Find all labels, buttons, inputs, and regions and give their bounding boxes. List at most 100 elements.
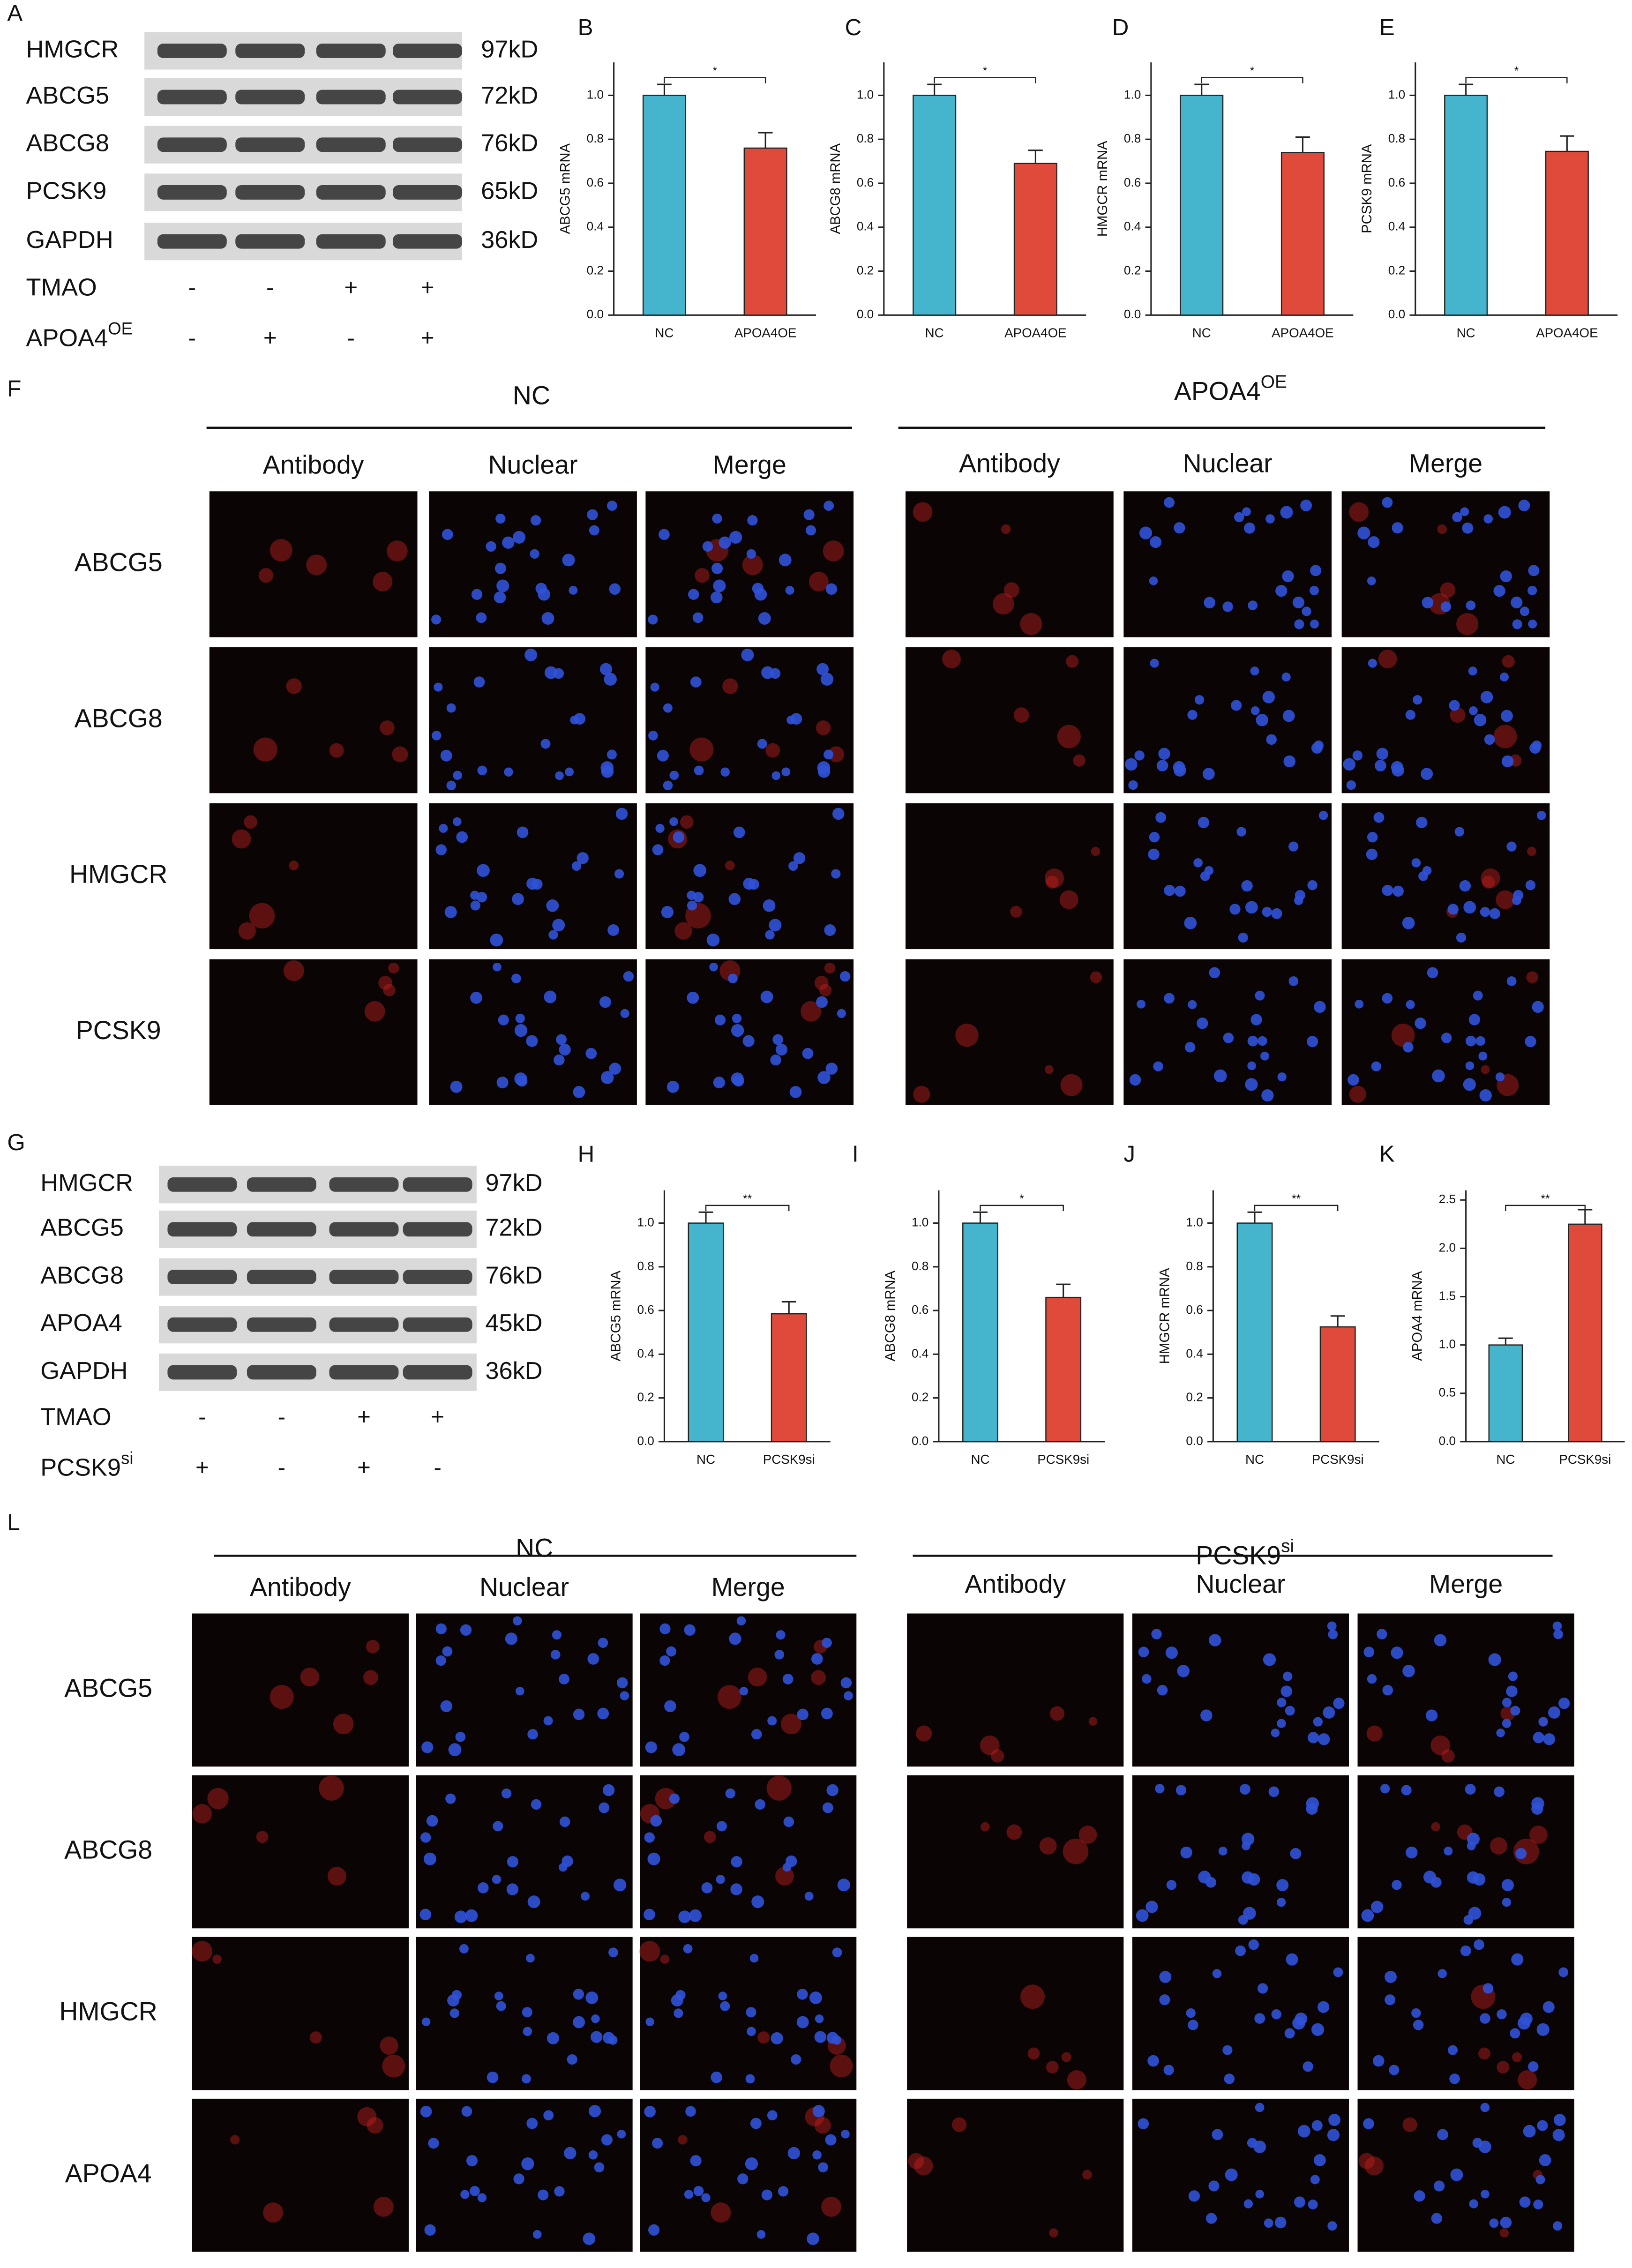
nucleus — [786, 715, 796, 725]
nucleus — [1382, 993, 1393, 1004]
nucleus — [1288, 976, 1299, 986]
blot-protein: HMGCR — [26, 36, 119, 63]
antibody-signal — [816, 720, 831, 735]
antibody-signal — [333, 1714, 354, 1735]
nucleus — [494, 591, 506, 604]
nucleus — [1317, 2001, 1330, 2013]
nucleus — [1392, 764, 1404, 777]
treatment-name: APOA4OE — [26, 319, 133, 352]
nucleus — [1525, 880, 1536, 891]
nucleus — [826, 1784, 838, 1796]
nucleus — [832, 1947, 842, 1958]
antibody-signal — [1001, 524, 1011, 534]
antibody-signal — [819, 984, 832, 996]
antibody-signal — [1482, 876, 1495, 889]
nucleus — [816, 996, 828, 1008]
blot-band — [167, 1177, 237, 1192]
nucleus — [1415, 1018, 1426, 1029]
nucleus — [791, 2054, 801, 2065]
micrograph — [192, 2098, 409, 2252]
blot-band — [316, 234, 386, 249]
nucleus — [541, 612, 554, 625]
nucleus — [540, 739, 551, 749]
antibody-signal — [1057, 725, 1081, 749]
antibody-signal — [908, 2153, 924, 2169]
nucleus — [733, 1075, 744, 1087]
y-axis-label: ABCG8 mRNA — [883, 1271, 898, 1362]
nucleus — [1197, 1018, 1208, 1029]
micrograph — [1357, 1775, 1574, 1929]
nucleus — [501, 1788, 512, 1799]
nucleus — [760, 990, 773, 1003]
nucleus — [1502, 1719, 1512, 1728]
antibody-signal — [256, 1831, 269, 1843]
micrograph-bg — [1357, 1775, 1574, 1929]
antibody-signal — [1013, 707, 1029, 723]
nucleus — [1447, 904, 1459, 915]
nucleus — [446, 780, 457, 791]
nucleus — [1155, 812, 1167, 823]
nucleus — [521, 2074, 531, 2084]
nucleus — [1139, 526, 1153, 539]
nucleus — [797, 1989, 808, 2000]
nucleus — [1310, 2175, 1320, 2185]
nucleus — [1519, 2196, 1531, 2208]
nucleus — [1539, 2154, 1551, 2166]
nucleus — [538, 2189, 549, 2201]
nucleus — [1553, 2114, 1566, 2126]
nucleus — [1401, 1785, 1412, 1796]
nucleus — [1257, 1983, 1268, 1994]
nucleus — [1421, 768, 1433, 780]
nucleus — [556, 1034, 567, 1045]
nucleus — [1499, 672, 1509, 682]
nucleus — [591, 2014, 600, 2023]
treatment-sign: + — [431, 1404, 444, 1430]
nucleus — [1297, 2125, 1310, 2138]
nucleus — [589, 525, 599, 536]
x-tick-label: NC — [1496, 1452, 1515, 1467]
antibody-signal — [695, 568, 710, 583]
nucleus — [644, 2105, 656, 2118]
nucleus — [1225, 2168, 1238, 2181]
nucleus — [1323, 1706, 1335, 1719]
antibody-signal — [655, 1788, 676, 1810]
nucleus — [1235, 1945, 1246, 1956]
panel-label: A — [7, 0, 22, 26]
treatment-name-sup: OE — [108, 319, 133, 338]
antibody-signal — [283, 960, 304, 981]
nucleus — [1533, 1732, 1544, 1744]
nucleus — [616, 1677, 628, 1689]
micrograph — [429, 647, 637, 793]
nucleus — [1469, 2199, 1478, 2208]
nucleus — [1484, 734, 1495, 745]
nucleus — [1164, 497, 1175, 508]
nucleus — [822, 1802, 833, 1813]
nucleus — [673, 831, 685, 843]
nucleus — [1314, 1001, 1326, 1013]
panel-label: C — [845, 15, 862, 40]
nucleus — [1151, 1629, 1162, 1639]
nucleus — [1467, 1841, 1476, 1850]
nucleus — [652, 844, 664, 855]
column-header: Merge — [1429, 1570, 1503, 1599]
antibody-signal — [1027, 2047, 1040, 2060]
nucleus — [1368, 536, 1380, 548]
nucleus — [1449, 2073, 1460, 2084]
antibody-signal — [1512, 2052, 1522, 2062]
nucleus — [552, 1630, 561, 1640]
nucleus — [1264, 2218, 1273, 2228]
nucleus — [1488, 1653, 1501, 1666]
nucleus — [526, 1954, 535, 1963]
x-tick-label: PCSK9si — [1559, 1452, 1611, 1467]
nucleus — [523, 2027, 532, 2036]
nucleus — [1311, 2120, 1323, 2131]
nucleus — [421, 2017, 431, 2027]
micrograph — [1341, 803, 1550, 950]
nucleus — [1510, 2028, 1520, 2039]
nucleus — [1411, 2008, 1421, 2018]
nucleus — [477, 2193, 487, 2202]
nucleus — [452, 817, 462, 826]
nucleus — [745, 2074, 755, 2084]
nucleus — [420, 1832, 431, 1843]
antibody-signal — [1067, 2070, 1086, 2089]
